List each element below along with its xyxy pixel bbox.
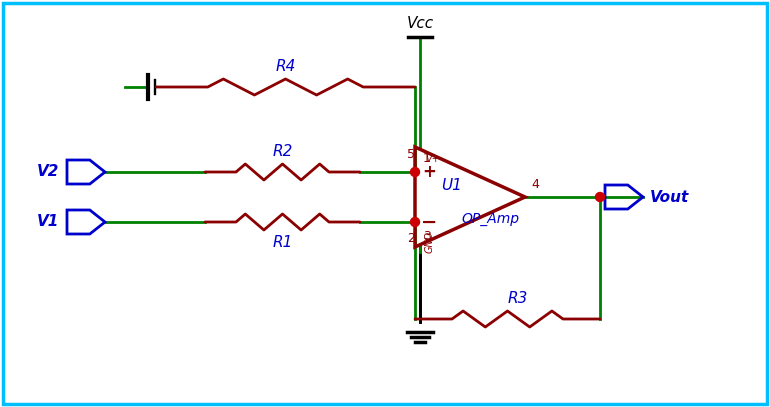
- Text: R1: R1: [273, 235, 293, 250]
- FancyBboxPatch shape: [3, 3, 767, 404]
- Text: −: −: [421, 212, 437, 232]
- Text: OP_Amp: OP_Amp: [461, 212, 519, 226]
- Text: V+: V+: [425, 154, 440, 164]
- Text: 3: 3: [423, 230, 431, 243]
- Text: U1: U1: [441, 177, 463, 193]
- Text: Vcc: Vcc: [407, 16, 434, 31]
- Circle shape: [595, 193, 604, 201]
- Text: +: +: [422, 163, 436, 181]
- Text: R4: R4: [276, 59, 296, 74]
- Text: 5: 5: [407, 149, 415, 162]
- Text: 2: 2: [407, 232, 415, 245]
- Text: 4: 4: [531, 179, 539, 192]
- Text: R3: R3: [507, 291, 527, 306]
- Text: Vout: Vout: [650, 190, 689, 204]
- Text: GND: GND: [425, 231, 435, 253]
- Text: R2: R2: [273, 144, 293, 159]
- Text: V1: V1: [37, 214, 59, 230]
- Text: V2: V2: [37, 164, 59, 179]
- Circle shape: [410, 217, 420, 227]
- Circle shape: [410, 168, 420, 177]
- Text: 1: 1: [423, 151, 431, 164]
